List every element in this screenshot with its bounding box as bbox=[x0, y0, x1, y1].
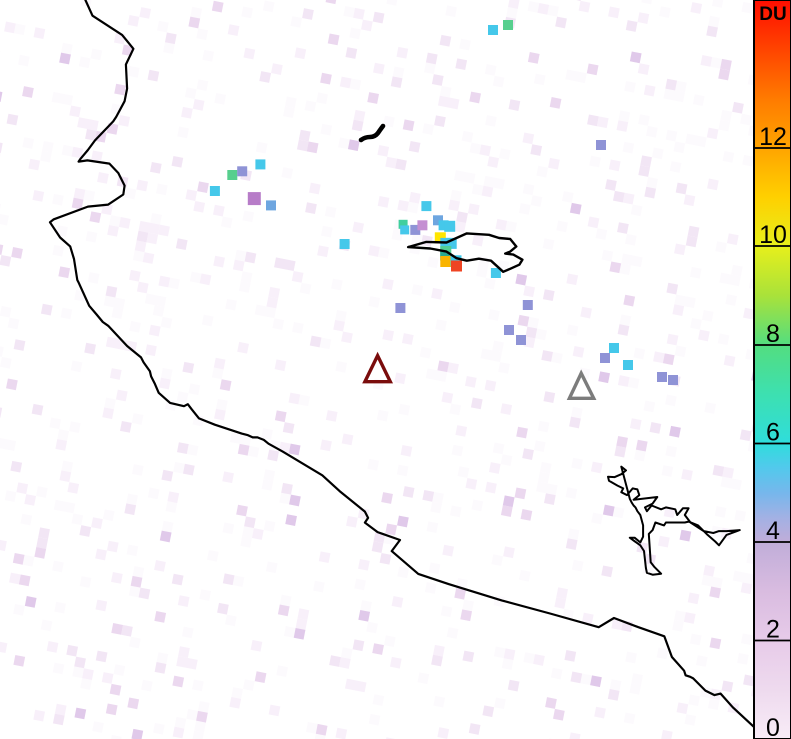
svg-text:12: 12 bbox=[759, 123, 787, 151]
svg-text:8: 8 bbox=[766, 320, 780, 348]
svg-text:2: 2 bbox=[766, 616, 780, 644]
svg-text:6: 6 bbox=[766, 419, 780, 447]
svg-text:DU: DU bbox=[759, 4, 786, 25]
svg-text:0: 0 bbox=[766, 714, 780, 739]
svg-text:10: 10 bbox=[759, 221, 787, 249]
svg-text:4: 4 bbox=[766, 517, 780, 545]
